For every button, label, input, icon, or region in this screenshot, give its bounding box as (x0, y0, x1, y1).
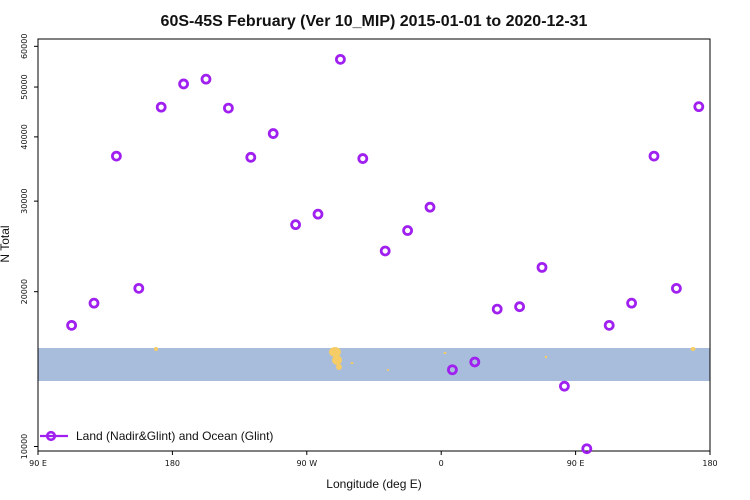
data-point (693, 101, 705, 113)
legend-marker (45, 430, 57, 442)
data-point (648, 150, 660, 162)
land-patch (332, 355, 342, 365)
data-point (267, 128, 279, 139)
land-patch (336, 364, 342, 370)
x-axis: 90 E 180 90 W 0 90 E 180 (29, 451, 718, 468)
x-tick-label: 90 E (567, 459, 585, 468)
y-tick-label: 10000 (20, 434, 29, 459)
land-patch (544, 355, 548, 359)
data-point (469, 356, 481, 368)
data-point (334, 53, 346, 65)
data-point (357, 153, 369, 164)
data-point (379, 245, 391, 257)
x-tick-label: 180 (702, 459, 717, 468)
data-point (290, 219, 302, 231)
data-point (245, 151, 257, 163)
x-tick-label: 90 W (296, 459, 317, 468)
data-point (581, 443, 593, 455)
y-axis-label: N Total (0, 225, 12, 262)
data-point (671, 282, 682, 294)
y-axis: 10000 20000 30000 40000 50000 60000 (20, 34, 38, 459)
data-point (155, 101, 167, 113)
land-patch (443, 352, 447, 354)
data-point (133, 282, 145, 294)
x-axis-label: Longitude (deg E) (326, 477, 421, 491)
data-point (626, 297, 637, 309)
legend-label: Land (Nadir&Glint) and Ocean (Glint) (76, 429, 273, 443)
y-tick-label: 50000 (20, 74, 29, 99)
data-point (514, 301, 525, 313)
y-tick-label: 40000 (20, 124, 29, 149)
legend: Land (Nadir&Glint) and Ocean (Glint) (40, 429, 273, 443)
map-band-land (154, 347, 696, 371)
data-point (424, 201, 436, 213)
data-point (66, 319, 77, 331)
data-point (312, 208, 324, 220)
data-point (536, 261, 548, 273)
y-tick-label: 60000 (20, 34, 29, 59)
data-point (200, 73, 212, 85)
y-tick-label: 20000 (20, 279, 29, 304)
chart-title: 60S-45S February (Ver 10_MIP) 2015-01-01… (161, 13, 588, 30)
land-patch (690, 347, 696, 351)
x-tick-label: 180 (165, 459, 180, 468)
land-patch (154, 347, 158, 351)
data-point (603, 319, 615, 331)
data-point (491, 303, 503, 315)
land-patch (350, 362, 354, 364)
data-point (559, 380, 570, 392)
x-tick-label: 90 E (29, 459, 47, 468)
data-points (66, 53, 705, 455)
y-tick-label: 30000 (20, 188, 29, 213)
plot-area: 90 E 180 90 W 0 90 E 180 10000 20000 30000 40000… (20, 34, 718, 468)
data-point (222, 102, 234, 114)
data-point (178, 78, 190, 90)
land-patch (329, 347, 341, 357)
land-patch (386, 369, 390, 371)
map-band-ocean (38, 348, 710, 381)
data-point (446, 364, 458, 376)
x-tick-label: 0 (439, 459, 444, 468)
data-point (88, 297, 100, 309)
data-point (111, 150, 122, 162)
plot-frame (37, 38, 711, 452)
data-point (402, 225, 414, 236)
